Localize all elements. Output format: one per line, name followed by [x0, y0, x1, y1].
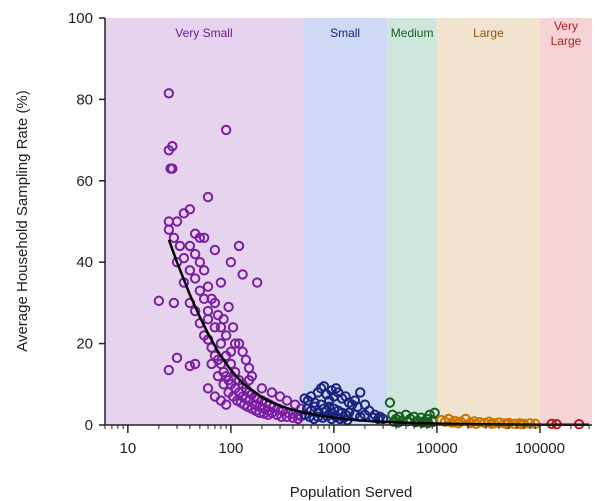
point-0-50 [233, 338, 245, 349]
point-1-43 [373, 413, 384, 425]
fit-curve [167, 239, 590, 427]
point-1-24 [377, 413, 389, 425]
point-1-17 [349, 395, 361, 406]
point-0-125 [220, 399, 232, 410]
point-0-8 [168, 297, 180, 309]
point-0-22 [202, 191, 214, 203]
point-0-86 [209, 322, 221, 333]
y-tick-label-0: 0 [85, 417, 93, 434]
point-0-83 [194, 257, 206, 268]
point-0-24 [215, 277, 227, 288]
point-0-7 [163, 364, 175, 376]
point-0-20 [194, 232, 206, 243]
point-0-42 [189, 273, 201, 284]
point-0-87 [215, 338, 227, 349]
point-0-2 [163, 145, 175, 156]
point-0-130 [281, 395, 293, 406]
point-0-127 [256, 383, 268, 394]
point-0-11 [168, 232, 180, 243]
point-0-108 [206, 358, 217, 370]
point-0-128 [266, 387, 278, 398]
x-tick-label-0: 10 [120, 440, 137, 457]
point-0-43 [198, 265, 210, 276]
y-tick-label-1: 20 [76, 336, 93, 353]
point-0-29 [171, 352, 183, 364]
point-0-5 [220, 124, 232, 136]
point-1-19 [355, 387, 366, 398]
point-0-40 [229, 338, 241, 349]
point-0-38 [220, 330, 232, 341]
point-0-110 [218, 379, 229, 390]
point-0-23 [209, 244, 221, 256]
point-0-28 [251, 277, 263, 288]
point-0-26 [233, 240, 245, 252]
y-tick-label-4: 80 [76, 91, 93, 108]
band-2 [387, 18, 437, 425]
point-0-14 [184, 204, 196, 215]
point-0-49 [227, 322, 239, 333]
band-label-0: Very Small [175, 26, 232, 40]
band-1 [302, 18, 388, 425]
band-3 [436, 18, 540, 425]
point-0-84 [198, 293, 210, 305]
point-0-0 [163, 88, 175, 99]
point-0-18 [184, 240, 196, 252]
point-0-44 [202, 281, 214, 292]
point-0-30 [184, 360, 196, 372]
point-0-17 [174, 240, 186, 252]
point-0-21 [198, 232, 210, 243]
band-label-3: Large [473, 26, 504, 40]
x-axis-label: Population Served [290, 484, 413, 501]
point-0-121 [262, 409, 274, 421]
point-0-109 [212, 370, 224, 382]
band-label-4: Very Large [551, 19, 582, 48]
point-0-6 [153, 295, 165, 307]
band-label-2: Medium [391, 26, 434, 40]
point-1-44 [299, 409, 310, 421]
point-0-25 [225, 257, 237, 268]
point-1-3 [309, 397, 320, 408]
point-0-126 [243, 375, 255, 386]
point-0-85 [202, 313, 214, 325]
band-0 [105, 18, 303, 425]
category-bands [105, 18, 592, 425]
band-4 [539, 18, 592, 425]
fit-curve-group [167, 239, 590, 427]
point-2-0 [384, 397, 396, 408]
point-0-82 [189, 248, 201, 260]
point-0-41 [184, 265, 196, 276]
x-tick-label-1: 100 [218, 440, 243, 457]
point-0-16 [178, 252, 190, 264]
x-tick-label-4: 100000 [515, 440, 565, 457]
y-tick-label-2: 40 [76, 254, 93, 271]
category-band-labels: Very Small Small Medium Large Very Large [175, 19, 581, 48]
band-label-1: Small [330, 26, 360, 40]
point-0-10 [163, 224, 175, 235]
point-0-4 [167, 163, 178, 174]
y-tick-label-3: 60 [76, 173, 93, 190]
point-0-12 [171, 216, 183, 227]
y-tick-label-5: 100 [68, 10, 93, 27]
point-0-122 [202, 383, 214, 394]
point-0-31 [189, 358, 201, 370]
point-0-48 [223, 301, 234, 313]
point-0-47 [218, 313, 229, 325]
point-0-27 [237, 269, 248, 280]
point-0-34 [194, 285, 206, 296]
axes: 0 20 40 60 80 100 10 100 1000 10000 100000 [68, 10, 592, 457]
y-axis-label: Average Household Sampling Rate (%) [14, 90, 31, 352]
x-tick-label-3: 10000 [416, 440, 458, 457]
x-tick-label-2: 1000 [317, 440, 350, 457]
